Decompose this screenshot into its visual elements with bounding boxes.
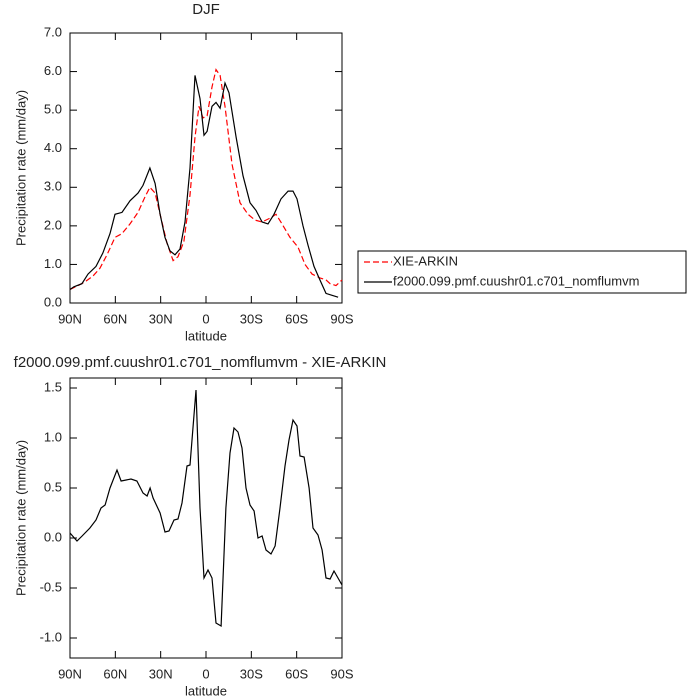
- x-tick-label: 90S: [330, 666, 353, 681]
- x-tick-label: 30S: [240, 311, 263, 326]
- y-tick-label: 1.0: [44, 429, 62, 444]
- y-axis-label: Precipitation rate (mm/day): [13, 440, 28, 596]
- chart-title: f2000.099.pmf.cuushr01.c701_nomflumvm - …: [14, 354, 387, 371]
- y-tick-label: -1.0: [40, 629, 62, 644]
- legend-label: f2000.099.pmf.cuushr01.c701_nomflumvm: [393, 273, 639, 288]
- x-tick-label: 60N: [103, 666, 127, 681]
- data-line: [69, 389, 343, 628]
- data-line: [69, 75, 339, 298]
- y-tick-label: 2.0: [44, 217, 62, 232]
- legend-label: XIE-ARKIN: [393, 253, 458, 268]
- x-tick-label: 60N: [103, 311, 127, 326]
- y-tick-label: 4.0: [44, 140, 62, 155]
- x-tick-label: 0: [202, 666, 209, 681]
- x-axis-label: latitude: [185, 683, 227, 698]
- x-tick-label: 90N: [58, 666, 82, 681]
- y-tick-label: 1.5: [44, 379, 62, 394]
- y-tick-label: 1.0: [44, 256, 62, 271]
- y-tick-label: 0.0: [44, 529, 62, 544]
- chart-title: DJF: [192, 1, 220, 18]
- x-tick-label: 60S: [285, 311, 308, 326]
- y-tick-label: 0.5: [44, 479, 62, 494]
- x-axis-label: latitude: [185, 328, 227, 343]
- x-tick-label: 60S: [285, 666, 308, 681]
- x-tick-label: 0: [202, 311, 209, 326]
- x-tick-label: 30S: [240, 666, 263, 681]
- legend-box: [357, 250, 687, 294]
- x-tick-label: 30N: [149, 311, 173, 326]
- y-tick-label: -0.5: [40, 579, 62, 594]
- y-tick-label: 6.0: [44, 63, 62, 78]
- y-tick-label: 7.0: [44, 24, 62, 39]
- y-tick-label: 3.0: [44, 179, 62, 194]
- x-tick-label: 90S: [330, 311, 353, 326]
- y-axis-label: Precipitation rate (mm/day): [13, 90, 28, 246]
- plot-frame: [69, 32, 343, 304]
- plot-frame: [69, 377, 343, 659]
- y-tick-label: 5.0: [44, 102, 62, 117]
- y-tick-label: 0.0: [44, 294, 62, 309]
- x-tick-label: 30N: [149, 666, 173, 681]
- x-tick-label: 90N: [58, 311, 82, 326]
- data-line: [69, 68, 343, 291]
